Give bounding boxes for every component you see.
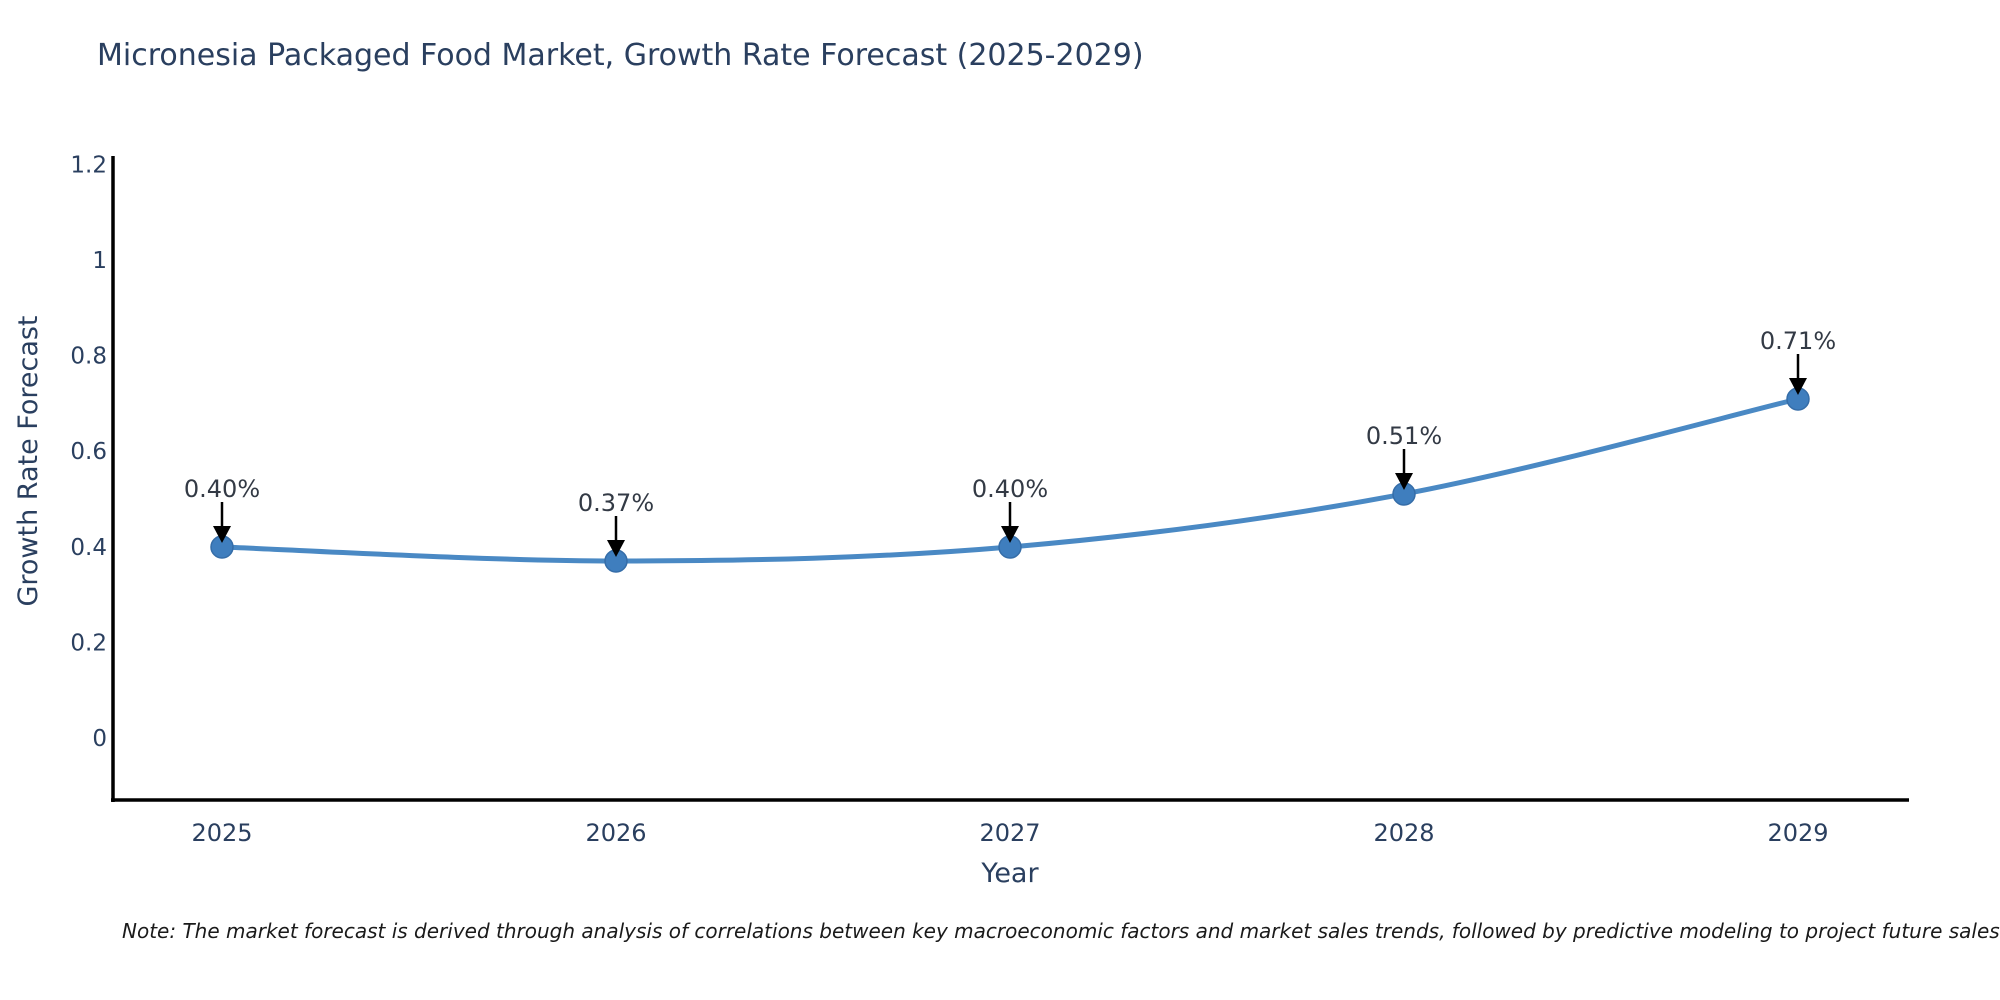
data-point-label: 0.51% [1366,422,1442,450]
annotation-arrow-head [1395,473,1413,490]
x-tick-label: 2029 [1767,819,1828,847]
annotation-arrow-head [607,540,625,557]
annotation-arrow-head [1001,526,1019,543]
y-tick-label: 1.2 [70,152,107,178]
y-tick-label: 0 [92,726,107,752]
data-point-label: 0.40% [184,475,260,503]
chart-title: Micronesia Packaged Food Market, Growth … [97,38,1144,73]
x-tick-label: 2026 [585,819,646,847]
y-tick-label: 1 [92,248,107,274]
x-tick-label: 2027 [979,819,1040,847]
data-point-label: 0.37% [578,489,654,517]
footnote: Note: The market forecast is derived thr… [122,919,2000,943]
y-tick-label: 0.8 [70,344,107,370]
data-point-label: 0.71% [1760,327,1836,355]
data-point-label: 0.40% [972,475,1048,503]
x-tick-label: 2028 [1373,819,1434,847]
annotation-arrow-head [1789,378,1807,395]
x-axis-title: Year [981,858,1039,889]
y-tick-label: 0.6 [70,439,107,465]
y-tick-label: 0.2 [70,630,107,656]
y-tick-label: 0.4 [70,535,107,561]
annotation-arrow-head [213,526,231,543]
x-tick-label: 2025 [191,819,252,847]
